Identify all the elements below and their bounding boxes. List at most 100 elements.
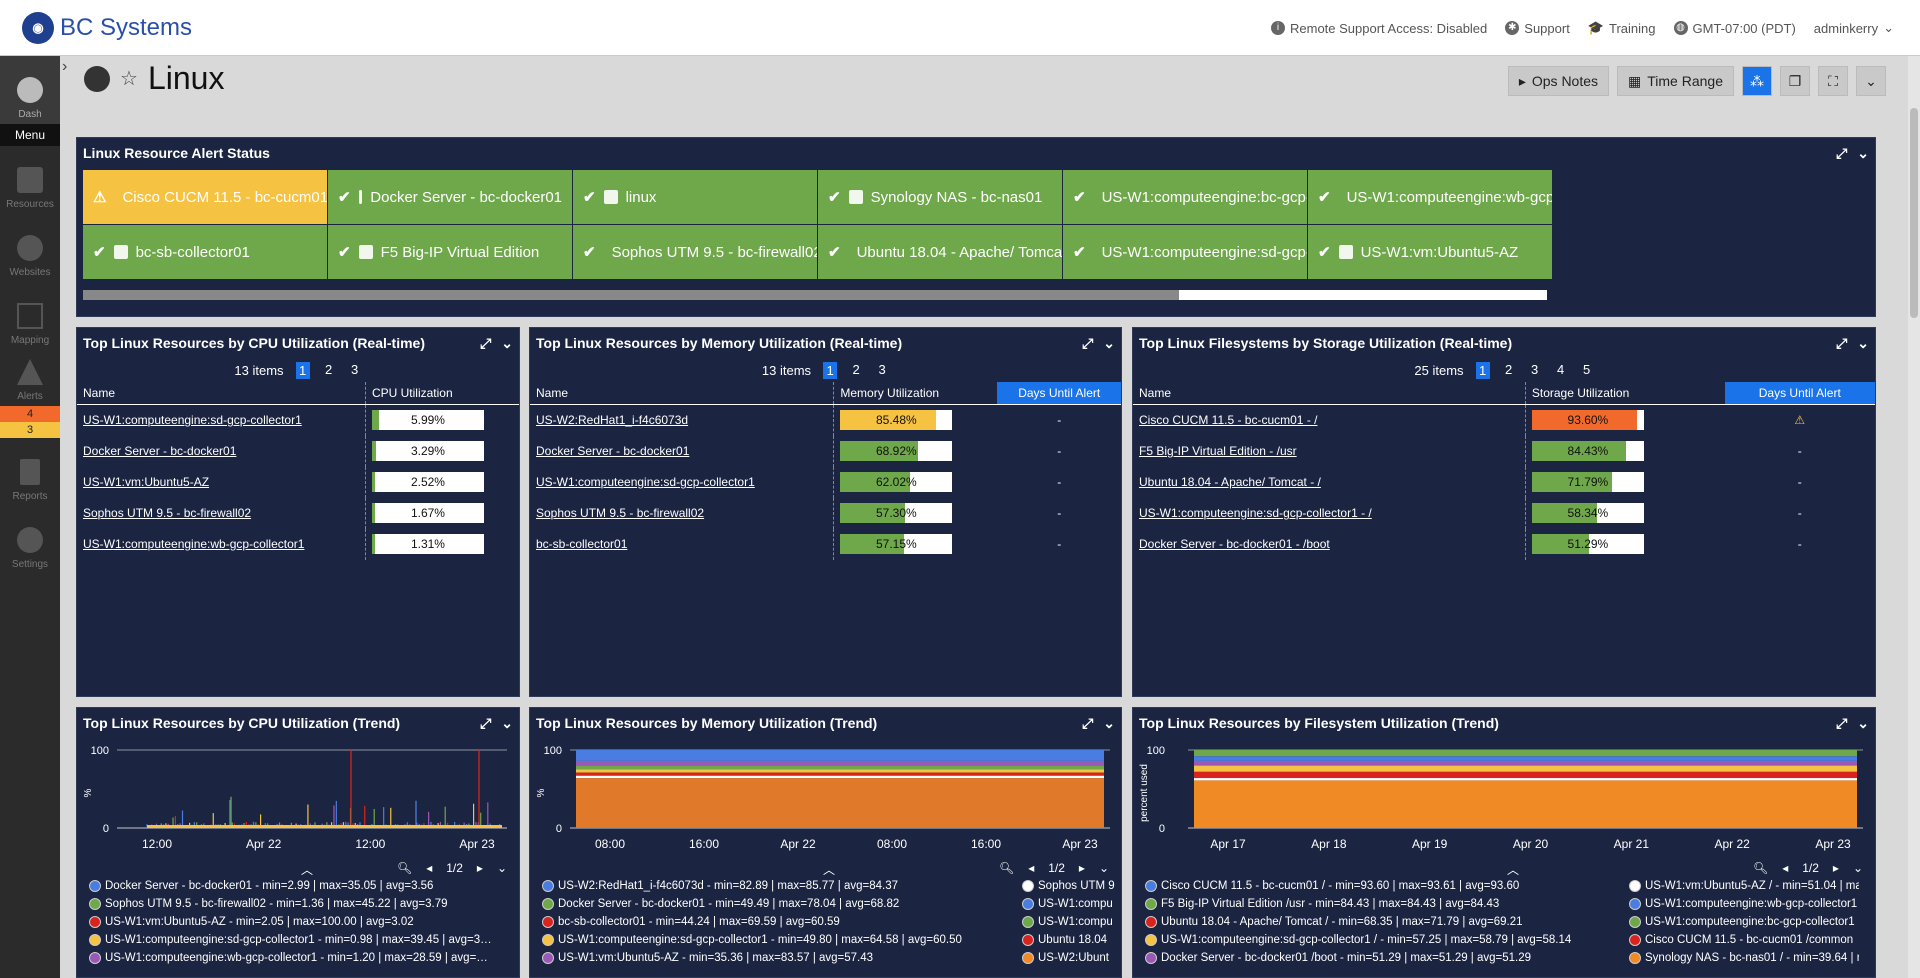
layout-button[interactable]: ⁂ xyxy=(1742,66,1772,96)
alert-cell[interactable]: ✔ Synology NAS - bc-nas01 xyxy=(818,170,1062,224)
resource-link[interactable]: Cisco CUCM 11.5 - bc-cucm01 - / xyxy=(1139,413,1318,428)
page-number[interactable]: 2 xyxy=(324,361,333,377)
chevron-down-icon[interactable]: ⌄ xyxy=(1857,714,1869,731)
prev-page-icon[interactable]: ◂ xyxy=(1028,861,1035,875)
column-header-days[interactable]: Days Until Alert xyxy=(997,382,1121,405)
page-number[interactable]: 3 xyxy=(1530,361,1539,377)
sidebar-item-settings[interactable]: Settings xyxy=(0,506,60,574)
chevron-down-icon[interactable]: ⌄ xyxy=(1857,144,1869,161)
alert-cell[interactable]: ✔ bc-sb-collector01 xyxy=(83,225,327,279)
brand-logo[interactable]: ◉ BC Systems xyxy=(22,12,192,44)
resource-link[interactable]: US-W1:vm:Ubuntu5-AZ xyxy=(83,475,210,489)
remote-support-link[interactable]: i Remote Support Access: Disabled xyxy=(1271,21,1487,36)
timezone-link[interactable]: ◍ GMT-07:00 (PDT) xyxy=(1673,21,1796,36)
zoom-icon[interactable]: 🔍︎ xyxy=(998,861,1015,875)
chevron-down-icon[interactable]: ⌄ xyxy=(1103,714,1115,731)
chevron-down-icon[interactable]: ⌄ xyxy=(1852,861,1863,875)
page-number[interactable]: 2 xyxy=(852,361,860,377)
column-header-storage[interactable]: Storage Utilization xyxy=(1524,382,1725,405)
user-menu[interactable]: adminkerry ⌄ xyxy=(1814,20,1894,36)
chevron-up-icon[interactable]: ︿ xyxy=(822,863,835,877)
expand-icon[interactable]: ⤢ xyxy=(1836,334,1848,351)
chevron-down-icon[interactable]: ⌄ xyxy=(501,334,513,351)
alert-cell[interactable]: ✔ US-W1:computeengine:wb-gcp-c… xyxy=(1308,170,1552,224)
legend-item[interactable]: F5 Big-IP Virtual Edition /usr - min=84.… xyxy=(1145,895,1629,913)
legend-item[interactable]: Cisco CUCM 11.5 - bc-cucm01 / - min=93.6… xyxy=(1145,877,1629,895)
expand-icon[interactable]: ⤢ xyxy=(1836,144,1848,161)
legend-item[interactable]: US-W1:vm:Ubuntu5-AZ - min=35.36 | max=83… xyxy=(542,949,1022,967)
page-number[interactable]: 1 xyxy=(295,361,310,379)
legend-item[interactable]: Docker Server - bc-docker01 /boot - min=… xyxy=(1145,949,1629,967)
alert-cell[interactable]: ✔ Sophos UTM 9.5 - bc-firewall02 xyxy=(573,225,817,279)
resource-link[interactable]: Sophos UTM 9.5 - bc-firewall02 xyxy=(536,506,705,520)
expand-icon[interactable]: ⤢ xyxy=(1836,714,1848,731)
column-header-name[interactable]: Name xyxy=(1133,382,1526,405)
cpu-trend-chart[interactable]: 100 0% 12:00 Apr 22 12:00 Apr 23 xyxy=(77,738,519,858)
legend-item[interactable]: Docker Server - bc-docker01 - min=49.49 … xyxy=(542,895,1022,913)
alert-cell[interactable]: ✔ US-W1:computeengine:sd-gcp-co… xyxy=(1063,225,1307,279)
alert-cell[interactable]: ✔ US-W1:vm:Ubuntu5-AZ xyxy=(1308,225,1552,279)
resource-link[interactable]: Docker Server - bc-docker01 xyxy=(536,444,690,458)
resource-link[interactable]: US-W1:computeengine:sd-gcp-collector1 xyxy=(83,413,302,428)
legend-item[interactable]: Ubuntu 18.04 xyxy=(1022,931,1122,949)
memory-trend-chart[interactable]: 100 0% 08:00 16:00 Apr 22 08:00 16:00 Apr 23 xyxy=(530,738,1121,858)
resource-link[interactable]: US-W2:RedHat1_i-f4c6073d xyxy=(536,413,689,428)
resource-link[interactable]: Ubuntu 18.04 - Apache/ Tomcat - / xyxy=(1139,475,1321,489)
sidebar-item-websites[interactable]: Websites xyxy=(0,214,60,282)
ops-notes-button[interactable]: ▸ Ops Notes xyxy=(1507,66,1610,96)
alert-cell[interactable]: ✔ Docker Server - bc-docker01 xyxy=(328,170,572,224)
chevron-up-icon[interactable]: ︿ xyxy=(1506,863,1519,877)
fullscreen-button[interactable]: ⛶ xyxy=(1818,66,1848,96)
chevron-up-icon[interactable]: ︿ xyxy=(300,863,313,877)
resource-link[interactable]: Docker Server - bc-docker01 - /boot xyxy=(1139,537,1330,551)
legend-item[interactable]: Sophos UTM 9.5 - bc-firewall02 - min=1.3… xyxy=(89,895,519,913)
legend-item[interactable]: Ubuntu 18.04 - Apache/ Tomcat / - min=68… xyxy=(1145,913,1629,931)
alert-count-critical[interactable]: 4 xyxy=(0,406,60,422)
expand-icon[interactable]: ⤢ xyxy=(480,334,492,351)
scrollbar-thumb[interactable] xyxy=(1910,108,1918,318)
resource-link[interactable]: bc-sb-collector01 xyxy=(536,537,628,551)
page-number[interactable]: 2 xyxy=(1504,361,1513,377)
legend-item[interactable]: US-W1:compu xyxy=(1022,895,1122,913)
chevron-down-icon[interactable]: ⌄ xyxy=(1098,861,1109,875)
sidebar-item-mapping[interactable]: Mapping xyxy=(0,282,60,350)
chevron-down-icon[interactable]: ⌄ xyxy=(1103,334,1115,351)
next-page-icon[interactable]: ▸ xyxy=(1078,861,1085,875)
chevron-down-icon[interactable]: ⌄ xyxy=(501,714,513,731)
legend-item[interactable]: US-W1:computeengine:sd-gcp-collector1 - … xyxy=(89,931,519,949)
resource-link[interactable]: US-W1:computeengine:sd-gcp-collector1 xyxy=(536,475,755,489)
expand-sidebar-chevron-icon[interactable]: › xyxy=(62,58,68,75)
alert-cell[interactable]: ⚠ Cisco CUCM 11.5 - bc-cucm01 xyxy=(83,170,327,224)
filesystem-trend-chart[interactable]: 100 0 percent used Apr 17 Apr 18 Apr 19 Apr 20… xyxy=(1133,738,1875,858)
zoom-icon[interactable]: 🔍︎ xyxy=(396,861,413,875)
legend-item[interactable]: bc-sb-collector01 - min=44.24 | max=69.5… xyxy=(542,913,1022,931)
column-header-memory[interactable]: Memory Utilization xyxy=(833,382,998,405)
resource-link[interactable]: US-W1:computeengine:sd-gcp-collector1 - … xyxy=(1139,506,1372,520)
legend-item[interactable]: US-W1:computeengine:bc-gcp-collector1 xyxy=(1629,913,1859,931)
legend-item[interactable]: US-W2:Ubunt xyxy=(1022,949,1122,967)
legend-item[interactable]: US-W1:compu xyxy=(1022,913,1122,931)
chevron-down-icon[interactable]: ⌄ xyxy=(496,861,507,875)
legend-item[interactable]: US-W1:vm:Ubuntu5-AZ / - min=51.04 | ma xyxy=(1629,877,1859,895)
expand-icon[interactable]: ⤢ xyxy=(480,714,492,731)
sidebar-item-alerts[interactable]: Alerts xyxy=(0,350,60,406)
resource-link[interactable]: Docker Server - bc-docker01 xyxy=(83,444,237,458)
more-options-button[interactable]: ⌄ xyxy=(1856,66,1886,96)
alert-cell[interactable]: ✔ US-W1:computeengine:bc-gcp-co… xyxy=(1063,170,1307,224)
sidebar-menu-toggle[interactable]: Menu xyxy=(0,124,60,146)
column-header-cpu[interactable]: CPU Utilization xyxy=(364,382,519,405)
chevron-down-icon[interactable]: ⌄ xyxy=(1857,334,1869,351)
legend-item[interactable]: US-W1:vm:Ubuntu5-AZ - min=2.05 | max=100… xyxy=(89,913,519,931)
legend-item[interactable]: US-W1:computeengine:wb-gcp-collector1 - … xyxy=(89,949,519,967)
copy-dashboard-button[interactable]: ❐ xyxy=(1780,66,1810,96)
legend-item[interactable]: Sophos UTM 9 xyxy=(1022,877,1122,895)
resource-link[interactable]: US-W1:computeengine:wb-gcp-collector1 xyxy=(83,537,305,551)
page-number[interactable]: 3 xyxy=(878,361,886,377)
page-number[interactable]: 1 xyxy=(823,361,838,379)
zoom-icon[interactable]: 🔍︎ xyxy=(1752,861,1769,875)
next-page-icon[interactable]: ▸ xyxy=(476,861,483,875)
sidebar-item-resources[interactable]: Resources xyxy=(0,146,60,214)
legend-item[interactable]: US-W2:RedHat1_i-f4c6073d - min=82.89 | m… xyxy=(542,877,1022,895)
page-number[interactable]: 3 xyxy=(350,361,359,377)
legend-item[interactable]: Synology NAS - bc-nas01 / - min=39.64 | … xyxy=(1629,949,1859,967)
